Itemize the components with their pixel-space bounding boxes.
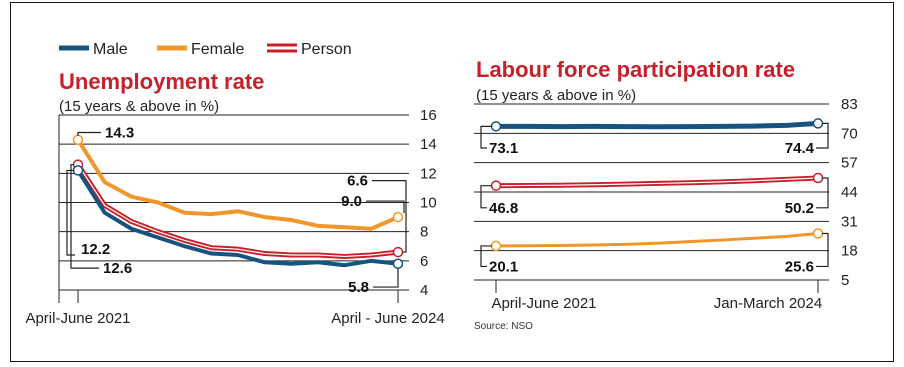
label-person-start: 46.8: [489, 200, 518, 217]
series-line-female: [76, 137, 400, 231]
chart-frame: Male Female Person Unemployment rate (15…: [10, 2, 894, 362]
y-tick-label: 31: [841, 213, 858, 230]
leader-person-end: [372, 180, 407, 253]
label-female-start: 14.3: [105, 125, 134, 142]
unemployment-title: Unemployment rate: [59, 69, 264, 94]
unemployment-subtitle: (15 years & above in %): [59, 98, 219, 115]
point-female-start: [490, 240, 502, 252]
point-person-end: [392, 246, 404, 258]
y-tick-label: 83: [841, 96, 858, 113]
point-person-start: [490, 180, 502, 191]
series-line-person-inner: [495, 177, 819, 187]
leader-male-start: [480, 125, 492, 149]
y-tick-label: 57: [841, 155, 858, 172]
legend-label-person: Person: [301, 41, 352, 58]
series-line-person-inner: [77, 164, 399, 258]
leader-male-end: [816, 122, 829, 149]
leader-female-end: [366, 200, 405, 214]
leader-person-start: [70, 163, 99, 269]
leader-female-end: [816, 232, 829, 268]
y-tick-label: 16: [420, 107, 437, 124]
point-male-start: [72, 165, 84, 176]
label-person-end: 50.2: [785, 200, 814, 217]
leader-female-start: [77, 131, 101, 136]
legend-label-male: Male: [93, 41, 128, 58]
y-tick-label: 4: [420, 282, 428, 299]
label-male-end: 74.4: [785, 140, 815, 157]
source-note: Source: NSO: [474, 321, 533, 332]
y-tick-label: 12: [420, 165, 437, 182]
lfpr-title: Labour force participation rate: [476, 57, 795, 82]
series-line-female: [494, 232, 820, 248]
label-female-end: 25.6: [785, 258, 814, 275]
y-tick-label: 5: [841, 272, 849, 289]
x-label-end: Jan-March 2024: [714, 295, 822, 312]
y-tick-label: 10: [420, 195, 437, 212]
label-male-start: 73.1: [489, 140, 518, 157]
figure: Male Female Person Unemployment rate (15…: [25, 41, 858, 332]
label-male-end: 5.8: [348, 279, 369, 296]
leader-male-end: [373, 267, 399, 288]
legend: Male Female Person: [59, 41, 352, 58]
x-label-start: April-June 2021: [491, 295, 596, 312]
label-person-start: 12.6: [103, 260, 132, 277]
label-person-end: 6.6: [347, 173, 368, 190]
series-line-person: [493, 175, 821, 189]
x-label-end: April - June 2024: [331, 310, 444, 327]
legend-label-female: Female: [191, 41, 244, 58]
lfpr-subtitle: (15 years & above in %): [476, 87, 636, 104]
point-male-end: [812, 118, 824, 129]
y-tick-label: 44: [841, 184, 858, 201]
label-male-start: 12.2: [81, 241, 110, 258]
y-tick-label: 6: [420, 253, 428, 270]
leader-person-end: [816, 177, 829, 209]
y-tick-label: 70: [841, 125, 858, 142]
y-tick-label: 14: [420, 136, 437, 153]
point-female-end: [812, 228, 824, 239]
point-male-start: [490, 121, 502, 132]
y-tick-label: 18: [841, 243, 858, 260]
unemployment-chart: Unemployment rate (15 years & above in %…: [25, 69, 444, 327]
series-line-male: [76, 168, 400, 268]
label-female-end: 9.0: [341, 193, 362, 210]
series-line-male: [493, 120, 821, 130]
lfpr-chart: Labour force participation rate (15 year…: [474, 57, 858, 332]
point-person-end: [812, 172, 824, 184]
y-tick-label: 8: [420, 224, 428, 241]
leader-female-start: [480, 245, 492, 268]
point-male-end: [392, 258, 404, 269]
point-female-start: [72, 134, 84, 146]
point-female-end: [392, 211, 404, 223]
leader-person-start: [480, 185, 492, 209]
label-female-start: 20.1: [489, 258, 518, 275]
x-label-start: April-June 2021: [25, 310, 130, 327]
